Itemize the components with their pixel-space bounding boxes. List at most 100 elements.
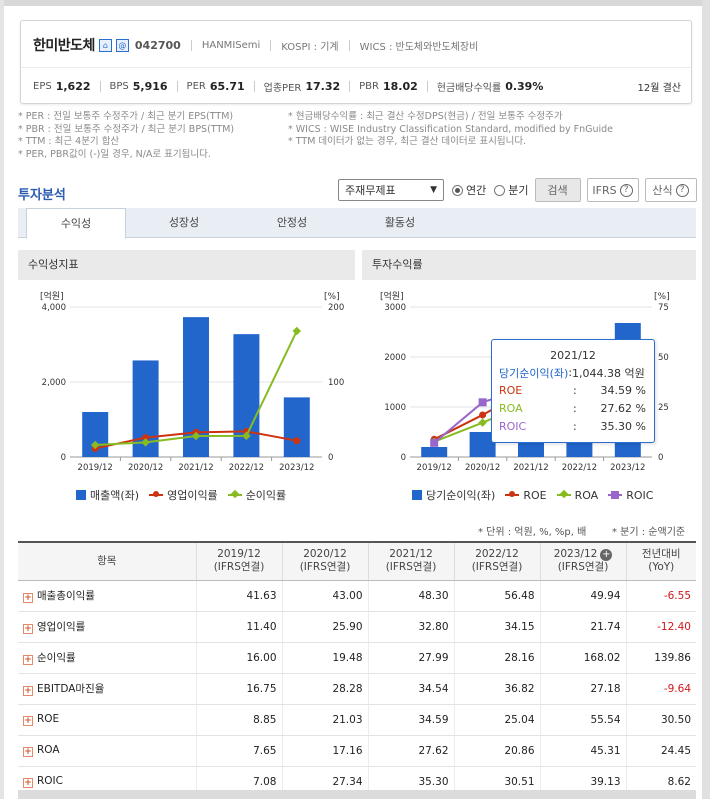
divider (253, 81, 255, 92)
row-label-cell[interactable]: + EBITDA마진율 (18, 673, 197, 705)
radio-quarter[interactable]: 분기 (494, 182, 529, 198)
expand-columns-icon[interactable]: + (600, 549, 613, 562)
value-cell: 28.16 (454, 642, 541, 674)
expand-row-icon[interactable]: + (23, 778, 33, 788)
point (478, 398, 487, 407)
vertical-scrollbar[interactable] (702, 0, 710, 799)
value-cell: 21.74 (540, 611, 627, 643)
radio-annual[interactable]: 연간 (452, 182, 486, 198)
expand-row-icon[interactable]: + (23, 655, 33, 665)
metric-item: PER 65.71 (187, 80, 245, 93)
help-icon: ? (675, 183, 689, 197)
metric-label: PBR (359, 81, 379, 92)
legend-item[interactable]: ROA (556, 489, 598, 502)
notes-left: * PER : 전일 보통주 수정주가 / 최근 분기 EPS(TTM) * PB… (18, 111, 288, 161)
point (292, 326, 302, 336)
expand-row-icon[interactable]: + (23, 716, 33, 726)
divider (99, 81, 101, 92)
radio-annual-dot[interactable] (452, 184, 463, 196)
note-line: * TTM : 최근 4분기 합산 (18, 136, 120, 147)
chart-tooltip: 2021/12 당기순이익(좌):1,044.38 억원 ROE:34.59 % R… (491, 339, 655, 443)
statement-select[interactable]: 주재무제표 ▼ (338, 179, 444, 201)
table-row: + ROA 7.65 17.16 27.62 20.86 45.31 24.45 (18, 735, 696, 767)
tooltip-value: 1,044.38 억원 (572, 366, 645, 380)
right-tick-label: 100 (328, 378, 344, 388)
value-cell: 25.90 (282, 611, 369, 643)
divider (270, 39, 272, 51)
metric-label: BPS (109, 81, 129, 92)
point (479, 411, 487, 419)
tooltip-colon: : (573, 384, 577, 397)
legend-swatch (412, 490, 422, 500)
header-year: 2022/12 (IFRS연결) (454, 541, 541, 581)
metric-value: 5,916 (132, 80, 168, 93)
tab-stability[interactable]: 안정성 (276, 216, 308, 229)
horizontal-scrollbar[interactable] (18, 790, 696, 799)
unit-note: * 단위 : 억원, %, %p, 배 (478, 527, 587, 538)
value-cell: 43.00 (282, 580, 369, 612)
point (90, 440, 100, 450)
x-tick-label: 2023/12 (279, 463, 314, 473)
legend-item[interactable]: ROIC (608, 489, 653, 502)
expand-row-icon[interactable]: + (23, 686, 33, 696)
right-axis-unit: [%] (654, 292, 670, 302)
tab-activity[interactable]: 활동성 (384, 216, 416, 229)
expand-row-icon[interactable]: + (23, 593, 33, 603)
left-tick-label: 1000 (384, 403, 406, 413)
metric-value: 0.39% (505, 80, 544, 93)
divider (176, 81, 178, 92)
company-title-row: 한미반도체 ⌂ @ 042700 HANMISemi KOSPI : 기계 WI… (33, 35, 478, 55)
radio-quarter-label: 분기 (508, 184, 529, 197)
legend-swatch (76, 490, 86, 500)
tooltip-series-name: ROIC (499, 420, 527, 433)
value-cell: 55.54 (540, 704, 627, 736)
company-name[interactable]: 한미반도체 (33, 38, 95, 54)
window-left-border (0, 0, 4, 799)
value-cell: 28.28 (282, 673, 369, 705)
legend-marker (509, 491, 516, 497)
expand-row-icon[interactable]: + (23, 624, 33, 634)
search-button[interactable]: 검색 (534, 178, 581, 202)
radio-quarter-dot[interactable] (494, 184, 506, 196)
header-year-label: 2020/12 (303, 548, 347, 561)
row-label-cell[interactable]: + ROA (18, 735, 197, 767)
value-cell: 45.31 (540, 735, 627, 767)
formula-help-button[interactable]: 산식 ? (644, 178, 697, 202)
metric-value: 18.02 (382, 80, 418, 93)
ifrs-help-button[interactable]: IFRS ? (586, 178, 639, 202)
home-icon[interactable]: ⌂ (98, 38, 112, 52)
row-label-cell[interactable]: + 매출총이익률 (18, 580, 197, 612)
row-label-cell[interactable]: + 순이익률 (18, 642, 197, 674)
legend-item[interactable]: 영업이익률 (149, 487, 218, 503)
x-tick-label: 2021/12 (178, 463, 213, 473)
legend-item[interactable]: 당기순이익(좌) (412, 487, 495, 503)
header-yoy-sub: (YoY) (648, 561, 675, 574)
left-tick-label: 2,000 (42, 378, 66, 388)
value-cell: 7.65 (196, 735, 283, 767)
legend-item[interactable]: 순이익률 (227, 487, 286, 503)
header-yoy: 전년대비 (YoY) (626, 541, 696, 581)
value-cell: 8.85 (196, 704, 283, 736)
legend-item[interactable]: 매출액(좌) (76, 487, 139, 503)
point (142, 434, 150, 442)
report-icon[interactable]: @ (115, 38, 129, 52)
point (242, 431, 251, 441)
value-cell: 16.75 (196, 673, 283, 705)
statement-select-value: 주재무제표 (345, 184, 396, 197)
point (293, 437, 301, 445)
point (141, 438, 150, 447)
legend-swatch (505, 491, 520, 497)
return-legend: 당기순이익(좌) ROE ROA ROIC (412, 487, 663, 503)
row-label-cell[interactable]: + ROE (18, 704, 197, 736)
tab-profitability[interactable]: 수익성 (26, 208, 126, 239)
legend-item[interactable]: ROE (505, 489, 547, 502)
x-tick-label: 2021/12 (513, 463, 548, 473)
header-year-label: 2023/12 (553, 548, 598, 561)
expand-row-icon[interactable]: + (23, 747, 33, 757)
note-line: * WICS : WISE Industry Classification St… (288, 123, 614, 135)
row-label-cell[interactable]: + 영업이익률 (18, 611, 197, 643)
value-cell: 21.03 (282, 704, 369, 736)
tab-growth[interactable]: 성장성 (168, 216, 200, 229)
header-yoy-label: 전년대비 (641, 548, 681, 561)
value-cell: 25.04 (454, 704, 541, 736)
